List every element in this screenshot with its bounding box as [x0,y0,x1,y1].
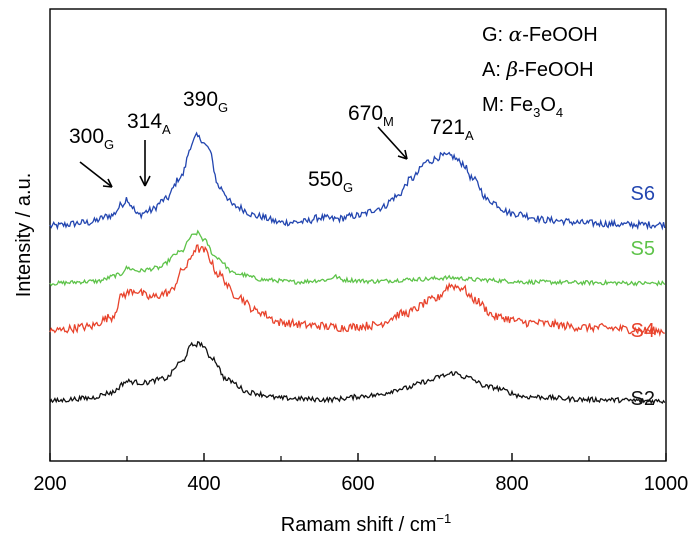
x-tick-label: 800 [495,473,528,495]
peak-label-314: 314A [127,110,171,137]
x-axis-ticks: 200 400 600 800 1000 [33,453,688,495]
series-label-s2: S2 [631,388,655,410]
peak-label-390: 390G [183,88,228,115]
peak-label-300: 300G [69,125,114,152]
x-tick-label: 400 [187,473,220,495]
x-tick-label: 600 [341,473,374,495]
series-line-s6 [49,131,666,231]
series-labels: S6 S5 S4 S2 [631,183,655,410]
series-line-s4 [49,244,665,338]
x-tick-label: 200 [33,473,66,495]
x-axis-title: Ramam shift / cm−1 [281,511,451,536]
arrowhead-670 [397,149,408,160]
x-tick-label: 1000 [644,473,689,495]
legend-entry-2: A: β-FeOOH [482,57,594,81]
arrowhead-300 [102,178,113,188]
peak-label-670: 670M [348,102,394,129]
series-line-s5 [49,229,666,287]
legend-entry-3: M: Fe3O4 [482,94,563,120]
peak-annotations: 300G 314A 390G 550G 670M 721A [69,88,474,195]
arrow-300 [79,161,113,188]
series-label-s5: S5 [631,238,655,260]
y-axis-title: Intensity / a.u. [13,173,35,298]
peak-label-721: 721A [430,116,474,143]
legend-entry-1: G: α-FeOOH [482,22,598,46]
annotation-arrows [79,126,408,188]
series-label-s6: S6 [631,183,655,205]
peak-label-550: 550G [308,168,353,195]
arrowhead-314 [139,175,151,187]
series-lines [49,131,666,405]
series-line-s2 [49,340,666,405]
arrow-670 [377,126,408,160]
series-label-s4: S4 [631,320,655,342]
legend: G: α-FeOOH A: β-FeOOH M: Fe3O4 [482,22,598,120]
